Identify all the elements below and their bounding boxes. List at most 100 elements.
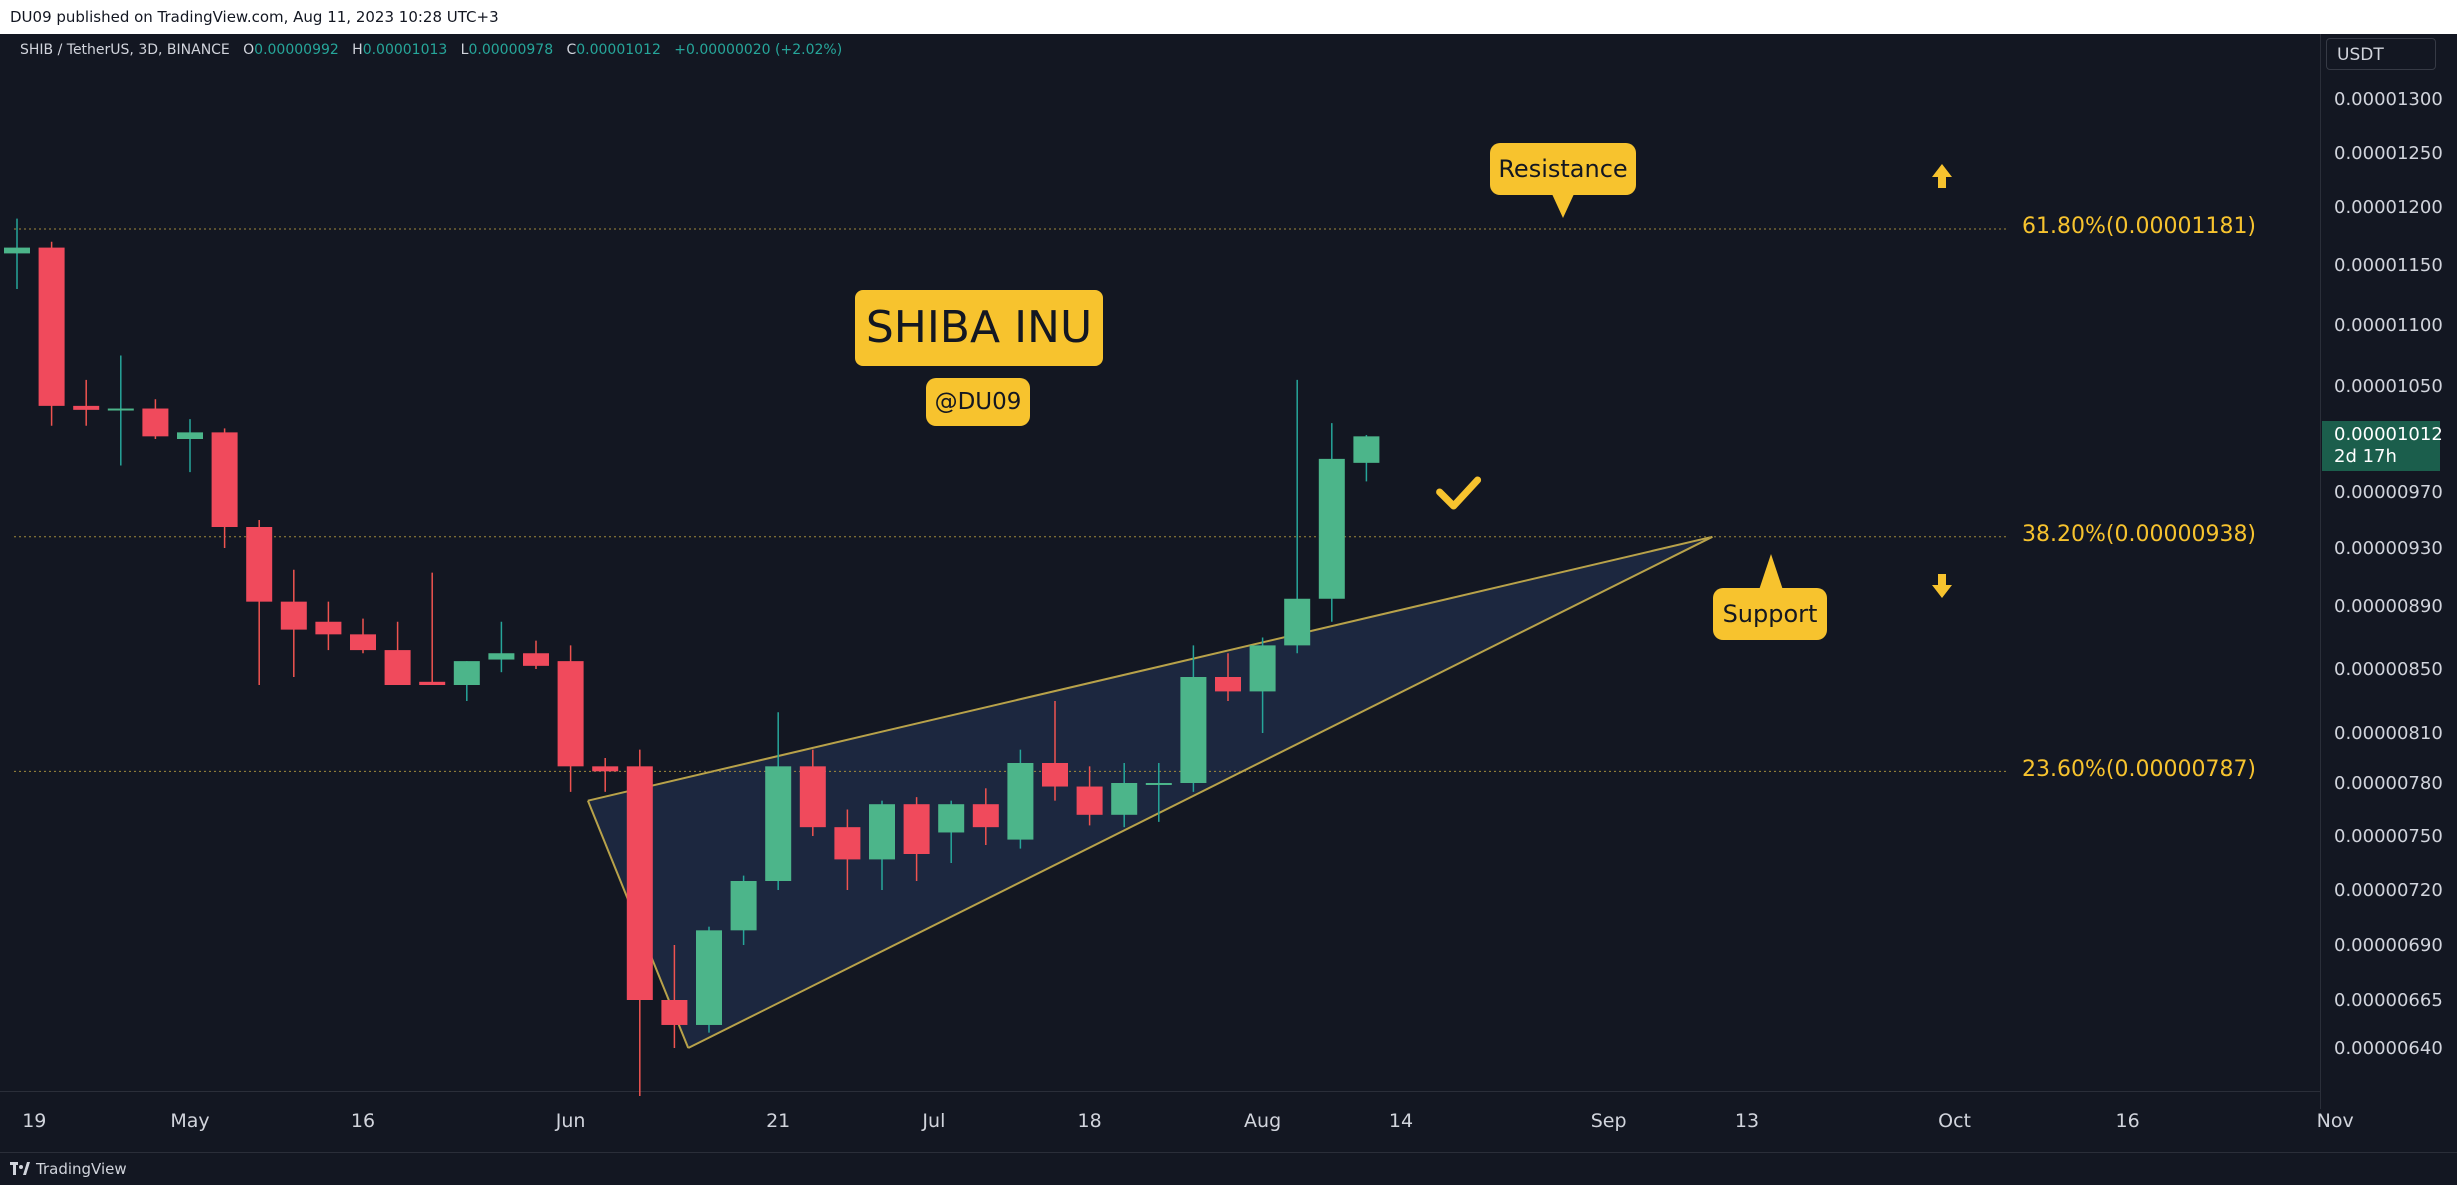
candle-body bbox=[4, 247, 30, 254]
candle bbox=[938, 800, 965, 863]
candle bbox=[73, 379, 100, 426]
price-tick-label: 0.00000890 bbox=[2334, 596, 2443, 617]
fib-label-618: 61.80%(0.00001181) bbox=[2022, 214, 2257, 239]
candle-body bbox=[903, 804, 930, 854]
fib-label-236: 23.60%(0.00000787) bbox=[2022, 757, 2257, 782]
price-tick-label: 0.00001250 bbox=[2334, 143, 2443, 164]
fib-label-382: 38.20%(0.00000938) bbox=[2022, 522, 2257, 547]
change-value: +0.00000020 (+2.02%) bbox=[674, 42, 843, 58]
candle bbox=[142, 399, 169, 439]
time-tick-label: 21 bbox=[766, 1110, 790, 1132]
candle bbox=[350, 618, 376, 654]
tradingview-logo-icon bbox=[10, 1162, 30, 1175]
publisher-bar: DU09 published on TradingView.com, Aug 1… bbox=[0, 0, 2457, 34]
price-chart[interactable]: 0.00001300 0.00001250 0.00001200 0.00001150… bbox=[0, 34, 2457, 1152]
candle bbox=[4, 218, 30, 289]
wedge-lower-trendline bbox=[687, 535, 1713, 1049]
candle-body bbox=[177, 432, 203, 439]
time-tick-label: May bbox=[170, 1110, 209, 1132]
candle-body bbox=[765, 766, 792, 881]
time-tick-label: 19 bbox=[22, 1110, 46, 1132]
candle-body bbox=[523, 653, 549, 666]
candle bbox=[177, 419, 203, 473]
candle-body bbox=[661, 1000, 688, 1025]
time-axis-border bbox=[0, 1091, 2320, 1092]
time-tick-label: Jun bbox=[555, 1110, 586, 1132]
time-tick-label: 18 bbox=[1078, 1110, 1102, 1132]
candle bbox=[1111, 763, 1138, 828]
candle bbox=[557, 645, 584, 792]
candle-body bbox=[488, 653, 515, 660]
candle-body bbox=[280, 601, 307, 630]
candle bbox=[315, 601, 342, 651]
price-tick-label: 0.00001050 bbox=[2334, 376, 2443, 397]
candle-body bbox=[1318, 458, 1345, 599]
candle bbox=[972, 788, 999, 845]
candle bbox=[523, 640, 549, 669]
price-axis-labels[interactable]: 0.00001300 0.00001250 0.00001200 0.00001150… bbox=[2334, 89, 2443, 1059]
candle-body bbox=[1076, 786, 1103, 815]
price-axis-border bbox=[2320, 34, 2321, 1109]
candle bbox=[1353, 435, 1380, 482]
candle bbox=[488, 621, 515, 673]
price-tick-label: 0.00000720 bbox=[2334, 880, 2443, 901]
price-tick-label: 0.00000690 bbox=[2334, 935, 2443, 956]
candle bbox=[1076, 766, 1103, 826]
high-label: H bbox=[352, 42, 363, 58]
candle bbox=[453, 661, 480, 701]
candle bbox=[765, 712, 792, 890]
candle-body bbox=[315, 621, 342, 635]
last-price-tag: 0.00001012 2d 17h bbox=[2322, 421, 2443, 471]
candle bbox=[1180, 645, 1207, 792]
low-value: 0.00000978 bbox=[468, 42, 554, 58]
price-tick-label: 0.00000750 bbox=[2334, 826, 2443, 847]
candle-body bbox=[1284, 598, 1311, 646]
candle bbox=[1284, 379, 1311, 654]
candle bbox=[730, 875, 757, 945]
candle-body bbox=[38, 247, 65, 406]
last-price: 0.00001012 bbox=[2334, 424, 2443, 445]
candle bbox=[626, 749, 653, 1096]
candle bbox=[799, 749, 826, 836]
candle bbox=[107, 355, 134, 466]
candle-body bbox=[869, 804, 895, 860]
candle-body bbox=[246, 527, 273, 602]
open-value: 0.00000992 bbox=[254, 42, 339, 58]
support-callout: Support bbox=[1713, 588, 1827, 640]
candle-body bbox=[1111, 783, 1138, 815]
close-label: C bbox=[566, 42, 577, 58]
candle-body bbox=[834, 827, 861, 860]
annotation-layer bbox=[1436, 164, 1952, 598]
wedge-upper-trendline bbox=[587, 535, 1713, 802]
time-tick-label: Aug bbox=[1244, 1110, 1281, 1132]
published-line: DU09 published on TradingView.com, Aug 1… bbox=[10, 8, 499, 26]
price-tick-label: 0.00000970 bbox=[2334, 482, 2443, 503]
candle bbox=[1318, 423, 1345, 622]
close-value: 0.00001012 bbox=[576, 42, 661, 58]
candle bbox=[592, 758, 619, 792]
candle-body bbox=[1042, 763, 1068, 787]
price-tick-label: 0.00001150 bbox=[2334, 255, 2443, 276]
arrow-up-icon bbox=[1932, 164, 1952, 188]
candle-body bbox=[592, 766, 619, 772]
price-tick-label: 0.00001100 bbox=[2334, 315, 2443, 336]
currency-selector[interactable]: USDT bbox=[2326, 38, 2436, 70]
candle-body bbox=[972, 804, 999, 828]
candle-body bbox=[1180, 677, 1207, 783]
symbol-name[interactable]: SHIB / TetherUS, 3D, BINANCE bbox=[20, 42, 230, 58]
rising-wedge-layer bbox=[586, 535, 1713, 1049]
price-tick-label: 0.00001300 bbox=[2334, 89, 2443, 110]
price-tick-label: 0.00000930 bbox=[2334, 538, 2443, 559]
candle bbox=[38, 241, 65, 426]
candle bbox=[384, 621, 411, 685]
candle-body bbox=[938, 804, 965, 833]
open-label: O bbox=[243, 42, 255, 58]
time-tick-label: 14 bbox=[1389, 1110, 1413, 1132]
arrow-down-icon bbox=[1932, 574, 1952, 598]
candle-body bbox=[73, 405, 100, 410]
candle-body bbox=[799, 766, 826, 828]
price-tick-label: 0.00000810 bbox=[2334, 723, 2443, 744]
time-axis-labels[interactable]: 19 May 16 Jun 21 Jul 18 Aug 14 Sep 13 Oct 16 Nov bbox=[22, 1110, 2354, 1132]
price-tick-label: 0.00000780 bbox=[2334, 773, 2443, 794]
candle-body bbox=[1215, 677, 1241, 692]
